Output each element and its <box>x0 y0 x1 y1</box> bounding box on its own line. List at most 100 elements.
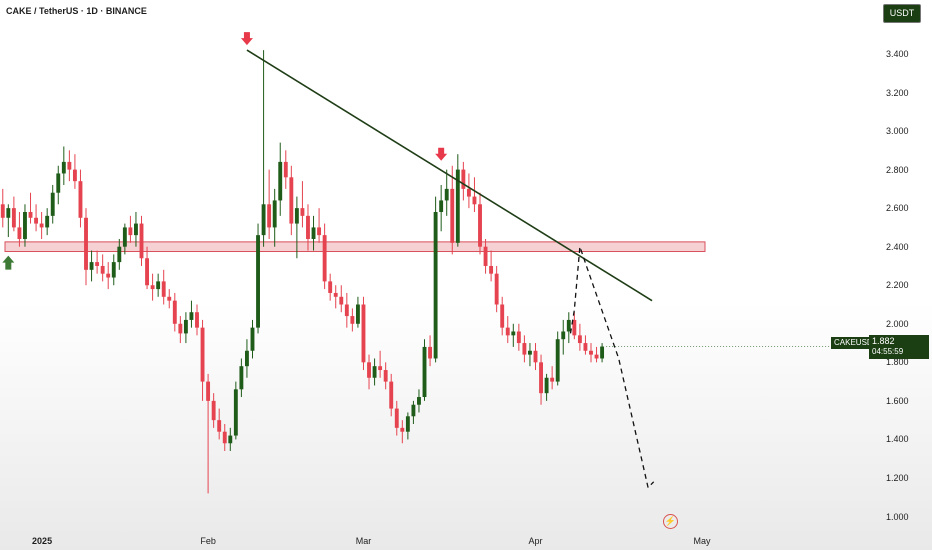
candle-body <box>267 204 272 228</box>
symbol-price-tag: CAKEUSDT <box>831 337 881 349</box>
candle-body <box>361 304 366 363</box>
candle-body <box>183 319 188 334</box>
candle-body <box>561 331 566 340</box>
candle-body <box>489 265 494 274</box>
candle-body <box>539 362 543 394</box>
last-price-box: 1.882 04:55:59 <box>869 335 929 359</box>
candle-body <box>167 296 172 301</box>
candle-body <box>378 366 383 371</box>
resistance-zone <box>4 241 706 253</box>
arrow-up-icon <box>2 255 15 270</box>
candle-body <box>156 281 161 290</box>
candle-body <box>472 196 477 205</box>
candle-body <box>78 181 83 218</box>
candle-body <box>444 188 449 201</box>
candle-body <box>494 273 499 305</box>
candle-body <box>500 304 505 328</box>
candle-body <box>533 350 538 363</box>
lightning-icon[interactable]: ⚡ <box>663 514 678 529</box>
candle-body <box>306 215 310 239</box>
y-tick-label: 1.800 <box>886 357 909 368</box>
candle-body <box>511 331 516 336</box>
candle-body <box>17 227 22 239</box>
y-tick-label: 3.400 <box>886 48 909 59</box>
candle-body <box>328 281 333 293</box>
candle-body <box>28 212 33 218</box>
candle-body <box>233 389 238 436</box>
candle-body <box>344 304 349 317</box>
candle-body <box>61 161 66 174</box>
candle-body <box>95 262 100 266</box>
candle-body <box>0 204 5 218</box>
y-tick-label: 2.000 <box>886 318 909 329</box>
x-tick-label: Feb <box>200 536 216 546</box>
y-tick-label: 1.000 <box>886 511 909 522</box>
candle-body <box>367 362 371 378</box>
y-tick-label: 1.600 <box>886 395 909 406</box>
candle-body <box>139 223 144 259</box>
candle-body <box>400 427 405 432</box>
projection-path <box>569 246 655 489</box>
candle-body <box>283 161 288 178</box>
candle-body <box>355 304 360 324</box>
candle-body <box>256 235 260 328</box>
candle-body <box>333 292 338 297</box>
candle-body <box>195 312 199 328</box>
candle-body <box>261 204 266 236</box>
candle-body <box>544 377 549 394</box>
candle-body <box>411 404 416 417</box>
arrow-down-icon <box>435 147 448 161</box>
candle-body <box>455 169 460 243</box>
candle-body <box>577 335 582 344</box>
candle-body <box>516 331 521 344</box>
arrow-down-icon <box>240 32 253 46</box>
candle-body <box>600 346 605 359</box>
candle-body <box>67 161 72 170</box>
candle-body <box>39 223 44 228</box>
currency-badge[interactable]: USDT <box>883 4 921 23</box>
candle-body <box>250 327 255 351</box>
candle-body <box>289 177 294 224</box>
candle-body <box>172 300 177 324</box>
y-tick-label: 3.200 <box>886 87 909 98</box>
candle-body <box>89 262 94 270</box>
candle-body <box>483 246 488 266</box>
bar-countdown: 04:55:59 <box>872 347 904 356</box>
candle-body <box>100 265 105 274</box>
y-tick-label: 2.800 <box>886 164 909 175</box>
candle-body <box>478 204 482 247</box>
candle-body <box>239 366 244 390</box>
candle-body <box>117 246 122 263</box>
candle-body <box>200 327 205 382</box>
x-tick-label: Apr <box>528 536 543 546</box>
candle-body <box>566 319 571 332</box>
candle-body <box>34 217 39 224</box>
candle-body <box>589 350 593 355</box>
symbol-title: CAKE / TetherUS · 1D · BINANCE <box>6 6 147 16</box>
candle-body <box>45 215 50 228</box>
candle-body <box>383 370 388 382</box>
candle-body <box>72 169 77 182</box>
candle-body <box>594 354 599 359</box>
candle-body <box>422 346 427 398</box>
candle-body <box>206 381 211 401</box>
candle-body <box>466 188 471 197</box>
candle-body <box>350 316 355 324</box>
candle-body <box>128 227 133 236</box>
x-tick-label: May <box>693 536 711 546</box>
candle-body <box>522 343 527 355</box>
candle-body <box>122 227 127 247</box>
candle-body <box>339 296 344 305</box>
candle-body <box>300 208 305 216</box>
y-tick-label: 2.600 <box>886 203 909 214</box>
candle-body <box>11 208 16 228</box>
candle-body <box>461 169 466 189</box>
candle-body <box>145 258 149 286</box>
candle-body <box>150 285 155 290</box>
candle-body <box>84 217 88 270</box>
candle-body <box>417 397 421 405</box>
trendline <box>246 49 653 302</box>
candle-body <box>244 350 249 367</box>
y-tick-label: 1.200 <box>886 472 909 483</box>
